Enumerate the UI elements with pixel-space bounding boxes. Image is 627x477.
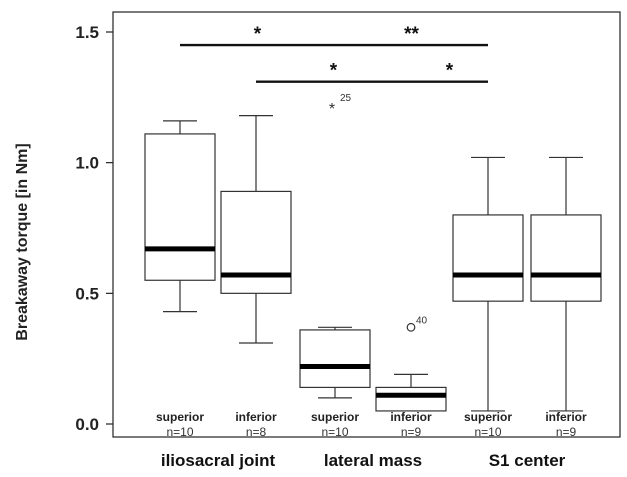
box-iqr [299, 329, 371, 389]
box-n-label: n=9 [556, 425, 577, 439]
box-iqr [452, 214, 524, 302]
box-position-label: superior [156, 410, 204, 424]
significance-group: * *** * [180, 24, 488, 83]
group-label: iliosacral joint [161, 451, 276, 470]
plot-frame [112, 11, 621, 438]
box-iliosacral-joint-inferior [220, 115, 292, 344]
y-tick-label: 0.5 [75, 284, 99, 303]
box-lateral-mass-superior: * 25 [299, 93, 371, 399]
box-position-label: inferior [235, 410, 277, 424]
significance-marker: * [330, 61, 338, 82]
box-n-label: n=10 [474, 425, 501, 439]
group-label: lateral mass [324, 451, 422, 470]
box-position-label: superior [464, 410, 512, 424]
box-S1-center-superior [452, 156, 524, 412]
x-labels-group: superiorn=10inferiorn=8superiorn=10infer… [156, 410, 587, 470]
outlier-label: 25 [340, 93, 352, 104]
y-ticks-group: 0.0 0.5 1.0 1.5 [75, 23, 113, 434]
outlier-circle-marker [406, 322, 416, 332]
box-position-label: inferior [545, 410, 587, 424]
box-iqr [530, 214, 602, 302]
box-n-label: n=8 [246, 425, 267, 439]
box-n-label: n=10 [321, 425, 348, 439]
significance-marker: ** [404, 24, 419, 45]
box-n-label: n=9 [401, 425, 422, 439]
y-tick-label: 0.0 [75, 415, 99, 434]
significance-marker: * [254, 24, 262, 45]
box-S1-center-inferior [530, 156, 602, 412]
boxes-group: * 25 40 [144, 93, 602, 412]
box-iqr [220, 190, 292, 294]
box-iqr [375, 386, 447, 412]
outlier-label: 40 [416, 315, 428, 326]
outlier-star-marker: * [329, 101, 335, 118]
box-lateral-mass-inferior: 40 [375, 315, 447, 412]
box-position-label: superior [311, 410, 359, 424]
box-position-label: inferior [390, 410, 432, 424]
box-n-label: n=10 [166, 425, 193, 439]
plot-frame-group [112, 11, 621, 438]
box-iliosacral-joint-superior [144, 120, 216, 313]
y-tick-label: 1.5 [75, 23, 99, 42]
group-label: S1 center [489, 451, 566, 470]
significance-marker: * [446, 61, 454, 82]
y-axis-label: Breakaway torque [in Nm] [14, 143, 31, 340]
box-iqr [144, 133, 216, 281]
y-tick-label: 1.0 [75, 154, 99, 173]
